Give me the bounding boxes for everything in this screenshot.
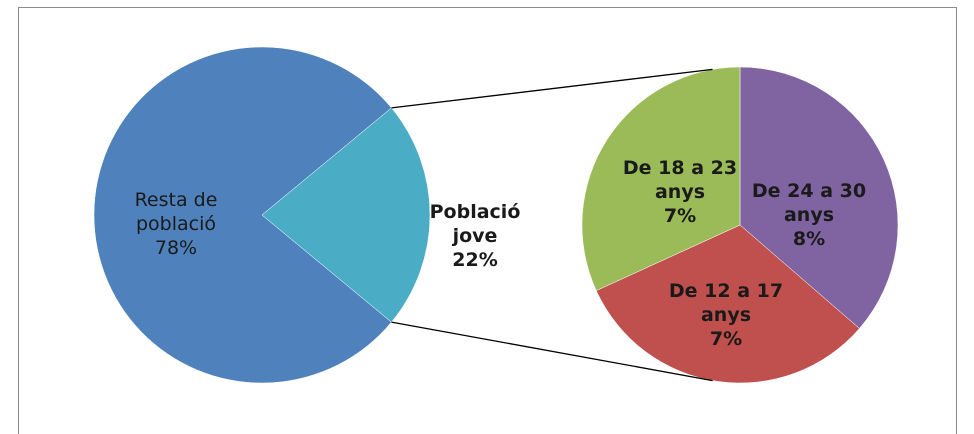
data-label: De 18 a 23 anys 7% — [615, 156, 745, 228]
value-label: 7% — [663, 205, 697, 227]
category-label: Resta de població — [134, 189, 218, 235]
data-label: Resta de població 78% — [116, 188, 236, 260]
pie-slice — [93, 46, 392, 384]
connector-line — [391, 321, 713, 382]
connector-line — [391, 68, 713, 109]
pie-slice — [261, 107, 431, 323]
data-label: Població jove 22% — [420, 200, 530, 272]
data-label: De 24 a 30 anys 8% — [744, 179, 874, 251]
category-label: De 24 a 30 anys — [751, 180, 867, 226]
category-label: Població jove — [429, 201, 521, 247]
category-label: De 18 a 23 anys — [622, 157, 738, 203]
pie-slice — [581, 66, 741, 291]
category-label: De 12 a 17 anys — [668, 280, 784, 326]
value-label: 78% — [154, 237, 198, 259]
pie-slice — [739, 66, 899, 329]
value-label: 8% — [792, 228, 826, 250]
value-label: 7% — [709, 328, 743, 350]
data-label: De 12 a 17 anys 7% — [661, 279, 791, 351]
pie-slice — [595, 224, 860, 384]
value-label: 22% — [452, 249, 498, 271]
